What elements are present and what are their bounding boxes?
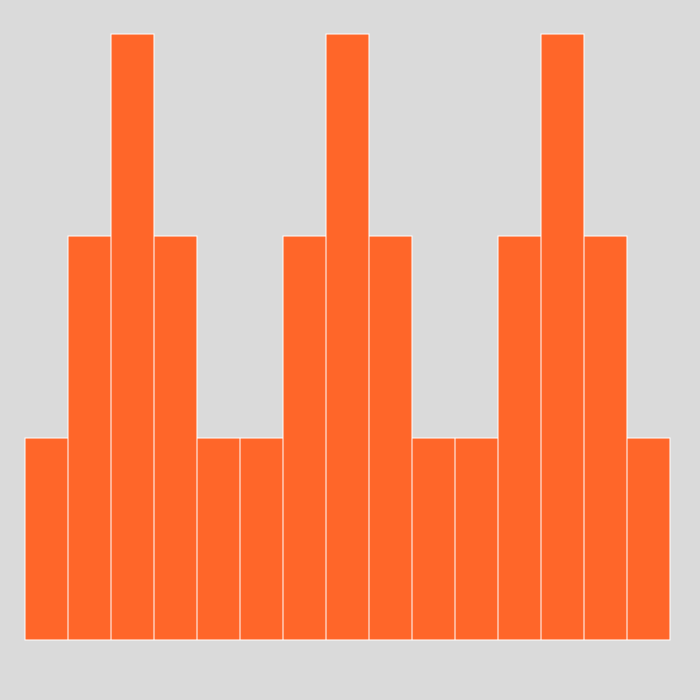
bar-5	[196, 437, 241, 641]
bar-7	[282, 235, 327, 641]
bar-11	[454, 437, 499, 641]
bar-9	[368, 235, 413, 641]
bars-group	[24, 33, 671, 641]
bar-13	[540, 33, 585, 641]
bar-2	[67, 235, 112, 641]
bar-8	[325, 33, 370, 641]
bar-10	[411, 437, 456, 641]
bar-14	[583, 235, 628, 641]
bar-12	[497, 235, 542, 641]
bar-1	[24, 437, 69, 641]
bar-3	[110, 33, 155, 641]
bar-15	[626, 437, 671, 641]
bar-4	[153, 235, 198, 641]
bar-6	[239, 437, 284, 641]
